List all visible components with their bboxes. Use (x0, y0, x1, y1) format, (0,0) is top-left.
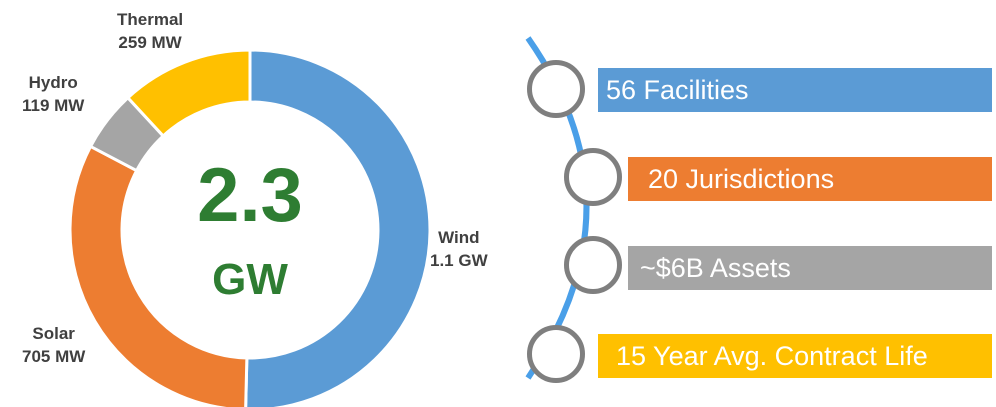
highlight-bar-jurisdictions: 20 Jurisdictions (628, 157, 992, 201)
slice-value: 1.1 GW (430, 251, 488, 270)
slice-name: Solar (32, 324, 75, 343)
highlights-timeline: 56 Facilities 20 Jurisdictions ~$6B Asse… (500, 0, 996, 407)
highlight-label: 56 Facilities (606, 75, 749, 105)
highlight-label: ~$6B Assets (640, 253, 791, 283)
slice-label-hydro: Hydro 119 MW (22, 71, 84, 117)
slice-name: Hydro (28, 73, 78, 92)
timeline-node-circle (564, 236, 622, 294)
timeline-node-circle (527, 60, 585, 118)
donut-slice-thermal (125, 48, 252, 139)
slice-label-wind: Wind 1.1 GW (430, 226, 488, 272)
timeline-node-circle (527, 325, 585, 383)
highlight-label: 15 Year Avg. Contract Life (616, 341, 928, 371)
generation-donut-chart: Thermal 259 MW Hydro 119 MW Wind 1.1 GW … (22, 8, 488, 407)
slice-label-solar: Solar 705 MW (22, 322, 85, 368)
donut-svg (68, 48, 432, 407)
slice-name: Thermal (117, 10, 184, 29)
timeline-node-circle (564, 148, 622, 206)
slice-value: 259 MW (118, 33, 182, 52)
highlight-bar-facilities: 56 Facilities (598, 68, 992, 112)
slice-value: 119 MW (22, 96, 85, 115)
slice-label-thermal: Thermal 259 MW (117, 8, 183, 54)
total-capacity-unit: GW (212, 255, 288, 304)
highlight-bar-assets: ~$6B Assets (628, 246, 992, 290)
highlight-label: 20 Jurisdictions (648, 164, 835, 194)
highlight-bar-contract-life: 15 Year Avg. Contract Life (598, 334, 992, 378)
donut-slice-solar (68, 144, 249, 407)
slice-name: Wind (438, 228, 480, 247)
donut-slice-wind (244, 48, 432, 407)
slice-value: 705 MW (22, 347, 86, 366)
total-capacity-value: 2.3 (197, 153, 303, 238)
